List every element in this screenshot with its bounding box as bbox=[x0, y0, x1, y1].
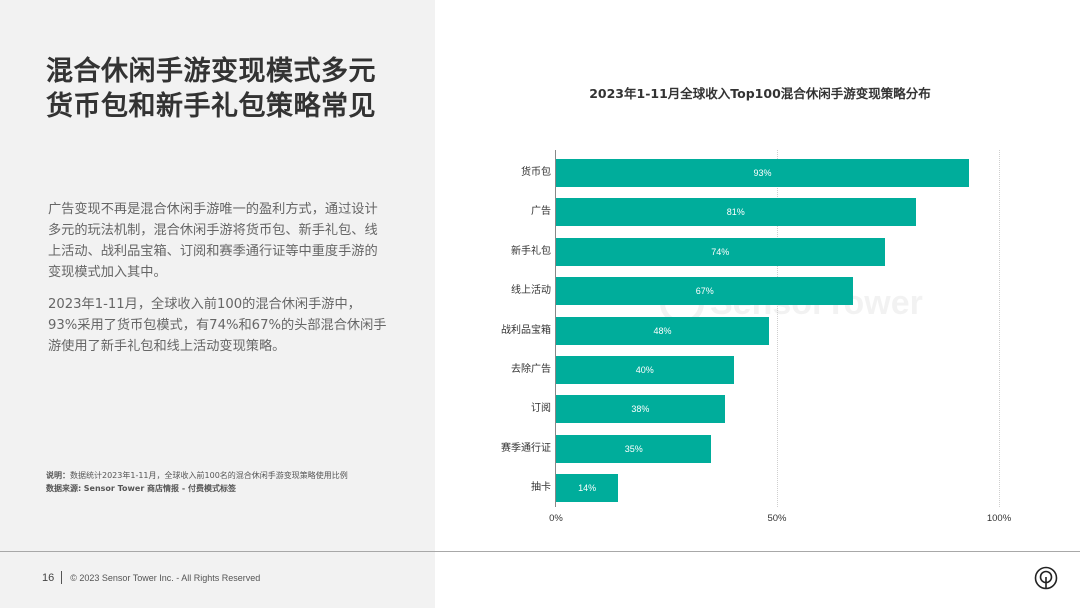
bar-row: 新手礼包 74% bbox=[511, 237, 999, 266]
bar-row: 去除广告 40% bbox=[511, 356, 999, 384]
bar: 38% bbox=[556, 395, 725, 424]
bar-row: 线上活动 67% bbox=[511, 277, 999, 306]
bar-row: 战利品宝箱 48% bbox=[501, 316, 999, 345]
bar-value-label: 93% bbox=[753, 168, 772, 178]
gridline-100 bbox=[999, 150, 1000, 507]
category-label: 线上活动 bbox=[511, 285, 551, 297]
footer-separator bbox=[61, 571, 63, 584]
body-paragraph-2: 2023年1-11月，全球收入前100的混合休闲手游中，93%采用了货币包模式，… bbox=[48, 297, 387, 354]
bar: 35% bbox=[556, 434, 712, 463]
bar-value-label: 74% bbox=[711, 246, 730, 257]
bar-value-label: 14% bbox=[578, 483, 597, 494]
category-label: 广告 bbox=[531, 206, 551, 218]
gridline-50 bbox=[777, 150, 778, 507]
x-tick-50: 50% bbox=[767, 513, 787, 524]
sensor-tower-logo-icon bbox=[1034, 566, 1058, 590]
category-label: 赛季通行证 bbox=[501, 442, 551, 454]
category-label: 去除广告 bbox=[511, 364, 551, 375]
note-line: 说明：数据统计2023年1-11月，全球收入前100名的混合休闲手游变现策略使用… bbox=[46, 469, 348, 482]
bar-value-label: 67% bbox=[695, 286, 714, 297]
bar-row: 货币包 93% bbox=[521, 159, 999, 187]
source-line: 数据来源: Sensor Tower 商店情报 - 付费模式标签 bbox=[46, 482, 348, 495]
category-label: 货币包 bbox=[521, 167, 551, 178]
page-number: 16 bbox=[42, 571, 55, 584]
left-panel bbox=[0, 0, 435, 608]
bar-value-label: 38% bbox=[631, 404, 650, 415]
bar-row: 抽卡 14% bbox=[531, 474, 999, 503]
body-paragraph-1: 广告变现不再是混合休闲手游唯一的盈利方式，通过设计多元的玩法机制，混合休闲手游将… bbox=[48, 202, 378, 280]
bar: 81% bbox=[556, 198, 916, 227]
bar-value-label: 35% bbox=[624, 443, 643, 454]
bar: 40% bbox=[556, 356, 734, 384]
bar: 74% bbox=[556, 237, 885, 266]
copyright-text: © 2023 Sensor Tower Inc. - All Rights Re… bbox=[70, 572, 261, 583]
x-tick-0: 0% bbox=[549, 513, 563, 524]
bar-row: 赛季通行证 35% bbox=[501, 434, 999, 463]
page-title: 混合休闲手游变现模式多元 货币包和新手礼包策略常见 bbox=[46, 54, 426, 124]
bar-row: 订阅 38% bbox=[531, 395, 999, 424]
title-line-1: 混合休闲手游变现模式多元 bbox=[46, 56, 376, 87]
bar: 48% bbox=[556, 316, 770, 345]
source-label: 数据来源: bbox=[46, 484, 82, 493]
note-text: 数据统计2023年1-11月，全球收入前100名的混合休闲手游变现策略使用比例 bbox=[70, 471, 348, 480]
source-text: Sensor Tower 商店情报 - 付费模式标签 bbox=[83, 484, 236, 493]
footer-divider bbox=[0, 551, 1080, 552]
bar: 14% bbox=[556, 474, 619, 503]
bar-row: 广告 81% bbox=[531, 198, 999, 227]
x-tick-100: 100% bbox=[986, 513, 1012, 524]
bar-chart: 货币包 93% 广告 81% 新手礼包 74% 线上活动 67% 战利品宝箱 48% 去除广告 40%… bbox=[501, 150, 1000, 507]
note-label: 说明： bbox=[46, 471, 70, 480]
title-line-2: 货币包和新手礼包策略常见 bbox=[46, 91, 376, 122]
chart-notes: 说明：数据统计2023年1-11月，全球收入前100名的混合休闲手游变现策略使用… bbox=[46, 469, 348, 495]
chart-title: 2023年1-11月全球收入Top100混合休闲手游变现策略分布 bbox=[589, 86, 931, 101]
category-label: 抽卡 bbox=[531, 482, 551, 494]
bar-value-label: 48% bbox=[653, 325, 672, 336]
bar: 93% bbox=[556, 159, 969, 187]
footer: 16 © 2023 Sensor Tower Inc. - All Rights… bbox=[42, 571, 260, 584]
bar-value-label: 81% bbox=[726, 207, 745, 218]
category-label: 新手礼包 bbox=[511, 245, 551, 257]
category-label: 战利品宝箱 bbox=[501, 324, 551, 336]
category-label: 订阅 bbox=[531, 403, 551, 415]
bar: 67% bbox=[556, 277, 854, 306]
bar-value-label: 40% bbox=[635, 365, 654, 375]
y-axis-line bbox=[555, 150, 556, 507]
